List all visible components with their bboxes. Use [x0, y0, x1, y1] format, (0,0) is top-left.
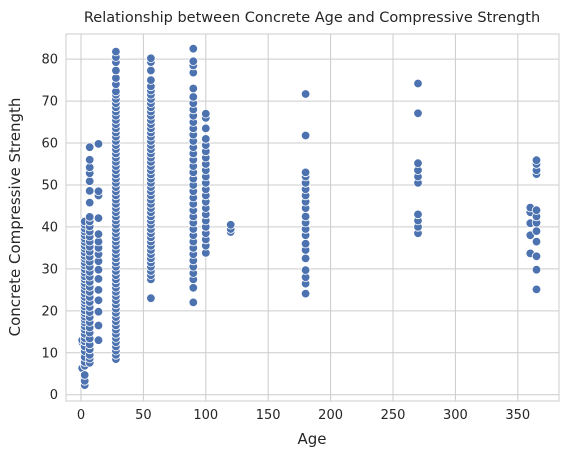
data-point: [300, 130, 311, 141]
data-point: [146, 293, 156, 303]
x-tick-label: 150: [256, 408, 281, 423]
data-point: [531, 265, 542, 275]
data-point: [300, 265, 311, 275]
data-point: [300, 238, 311, 249]
data-point: [413, 209, 423, 220]
data-point: [300, 211, 311, 222]
x-tick-label: 250: [381, 408, 406, 423]
data-point: [93, 307, 104, 317]
x-tick-label: 100: [193, 408, 218, 423]
data-point: [93, 213, 104, 223]
data-point: [93, 295, 104, 306]
data-point: [531, 226, 542, 236]
data-point: [413, 78, 423, 89]
data-point: [413, 108, 423, 119]
data-point: [93, 186, 104, 197]
x-tick-label: 50: [135, 408, 152, 423]
data-point: [93, 335, 104, 345]
data-point: [84, 197, 95, 208]
data-point: [93, 274, 104, 284]
data-point: [188, 44, 199, 54]
data-point: [201, 123, 211, 134]
data-point: [84, 176, 95, 186]
data-point: [188, 83, 199, 94]
data-point: [111, 65, 121, 76]
data-point: [84, 212, 95, 222]
data-point: [225, 220, 236, 230]
y-tick-label: 60: [41, 137, 58, 152]
x-tick-label: 0: [77, 408, 85, 423]
y-tick-label: 30: [41, 262, 58, 277]
plot-area: [66, 34, 559, 401]
data-point: [188, 297, 199, 308]
x-tick-label: 300: [443, 408, 468, 423]
data-point: [93, 139, 104, 149]
data-point: [188, 283, 199, 293]
y-tick-label: 10: [41, 346, 58, 361]
data-point: [531, 251, 542, 261]
data-point: [413, 158, 423, 168]
data-point: [531, 284, 542, 295]
y-tick-label: 70: [41, 95, 58, 110]
chart-title: Relationship between Concrete Age and Co…: [84, 10, 540, 26]
data-point: [146, 53, 156, 64]
data-point: [79, 370, 90, 380]
x-tick-label: 200: [318, 408, 343, 423]
y-tick-label: 20: [41, 304, 58, 319]
data-point: [111, 46, 121, 57]
data-point: [93, 320, 104, 331]
data-point: [146, 75, 156, 85]
data-point: [531, 236, 542, 247]
data-point: [188, 92, 199, 102]
y-tick-labels: 0 10 20 30 40 50 60 70 80: [41, 53, 58, 404]
data-point: [188, 56, 199, 67]
y-tick-label: 0: [50, 388, 58, 403]
data-point: [93, 229, 104, 239]
data-point: [201, 134, 211, 144]
data-point: [201, 108, 211, 119]
data-point: [531, 205, 542, 215]
plot-frame: [65, 33, 560, 402]
data-point: [84, 155, 95, 165]
x-axis-title: Age: [297, 430, 326, 448]
x-tick-labels: 0 50 100 150 200 250 300 350: [77, 408, 530, 423]
data-point: [146, 65, 156, 76]
data-point: [300, 167, 311, 178]
y-tick-label: 80: [41, 53, 58, 68]
data-point: [300, 288, 311, 299]
data-point: [84, 142, 95, 152]
data-points: [77, 44, 542, 390]
x-tick-label: 350: [505, 408, 530, 423]
data-point: [84, 186, 95, 196]
y-tick-label: 40: [41, 220, 58, 235]
data-point: [93, 285, 104, 295]
y-axis-title: Concrete Compressive Strength: [6, 98, 24, 337]
data-point: [300, 253, 311, 264]
data-point: [93, 265, 104, 275]
y-tick-label: 50: [41, 178, 58, 193]
data-point: [300, 89, 311, 99]
data-point: [531, 155, 542, 165]
